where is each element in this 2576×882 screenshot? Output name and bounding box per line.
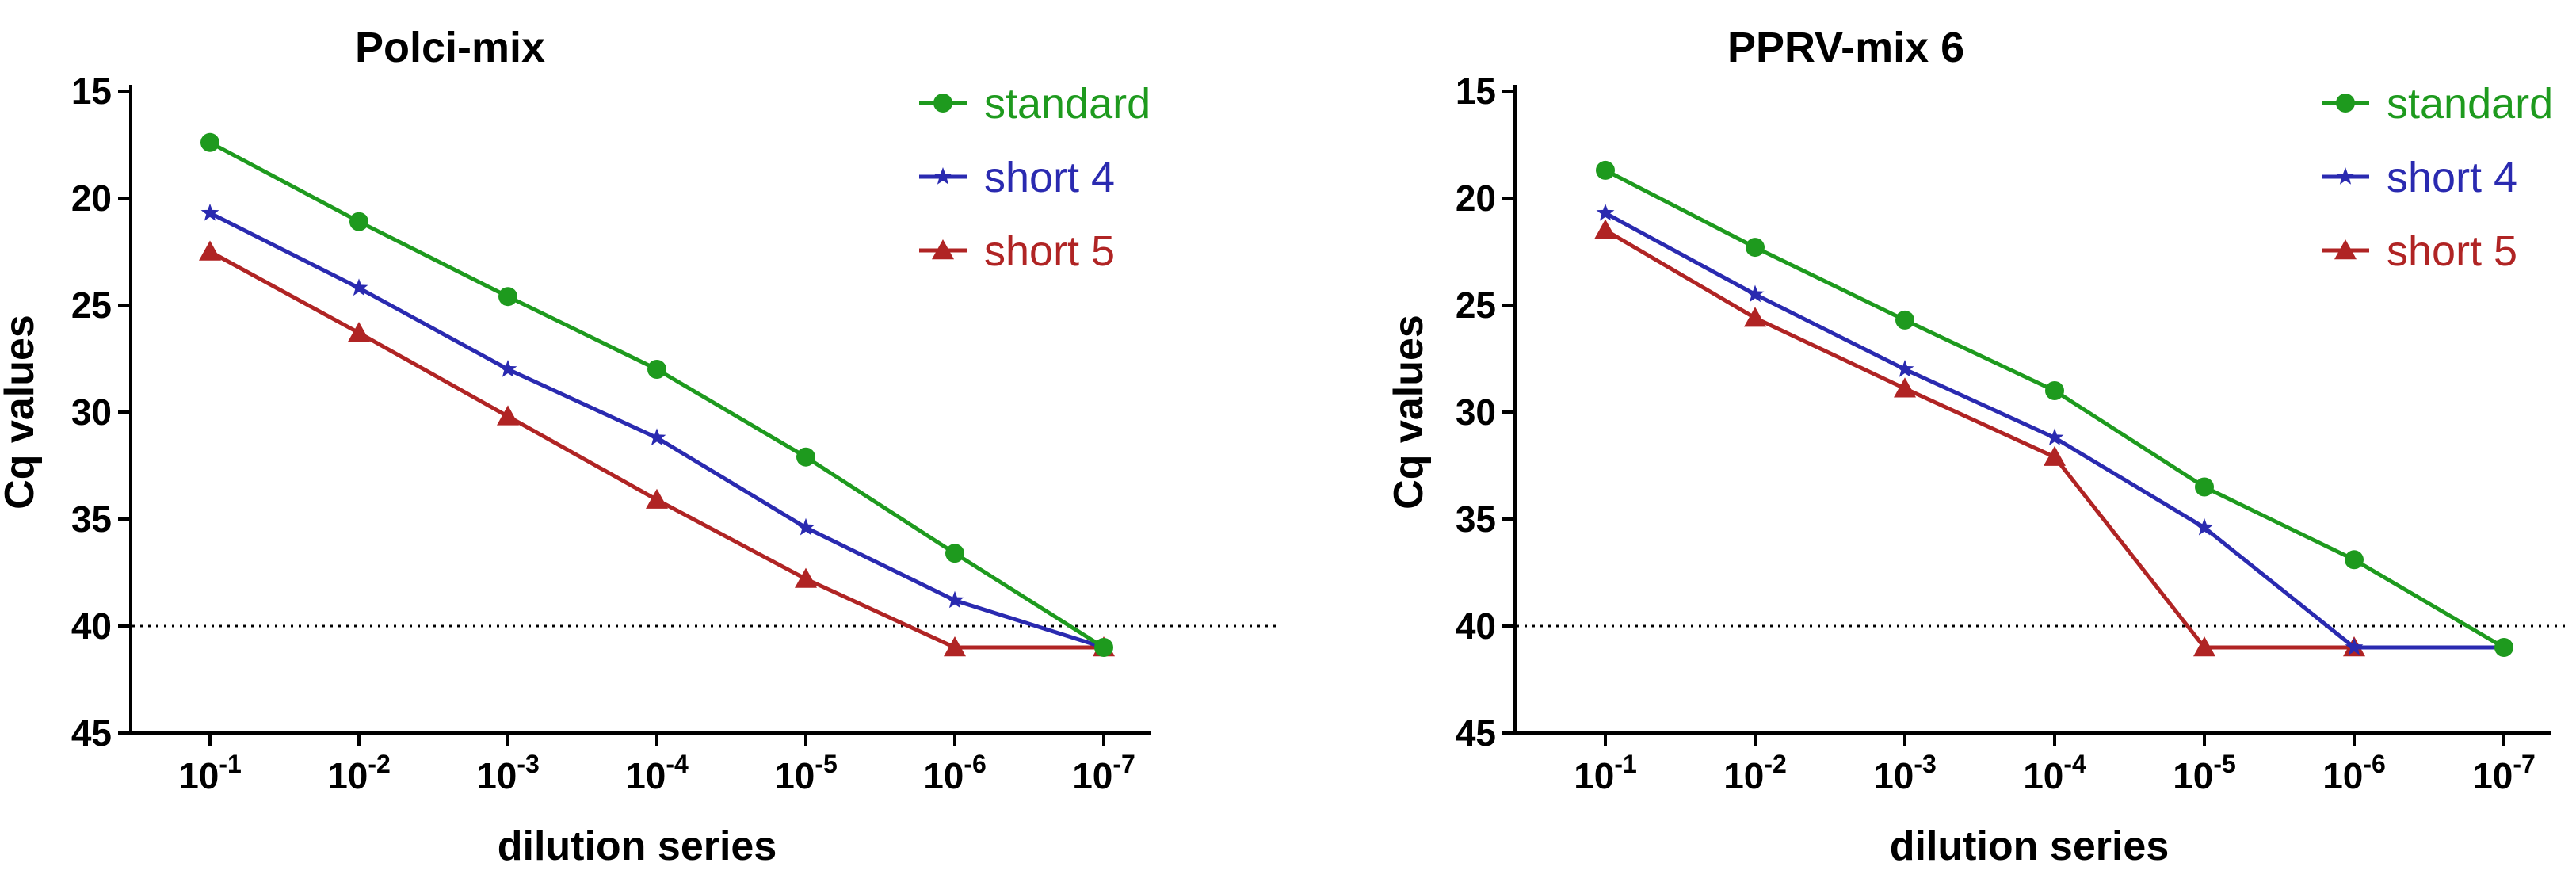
series-line-standard (1604, 168, 2505, 650)
y-axis-label: Cq values (1386, 315, 1432, 510)
marker-short-4-4 (2045, 428, 2064, 446)
legend-label-standard: standard (2387, 80, 2553, 128)
x-tick-label: 10-5 (2173, 750, 2236, 796)
y-tick-label: 45 (1456, 712, 1496, 754)
marker-standard-3 (1895, 310, 1914, 330)
legend-label-short-5: short 5 (984, 227, 1115, 275)
marker-short-4-2 (1746, 284, 1765, 303)
x-tick-label: 10-4 (625, 750, 689, 796)
marker-short-5-1 (1594, 219, 1616, 239)
marker-short-4-5 (796, 517, 815, 536)
y-tick-label: 45 (71, 712, 112, 754)
x-tick-label: 10-3 (476, 750, 540, 796)
x-tick-label: 10-7 (2472, 750, 2536, 796)
y-tick-label: 15 (1456, 71, 1496, 112)
series-line-short-5 (208, 250, 1104, 650)
marker-legend-standard-0 (2336, 94, 2355, 113)
marker-short-4-3 (1895, 360, 1914, 377)
x-tick-label: 10-7 (1072, 750, 1135, 796)
y-tick-label: 40 (71, 605, 112, 647)
marker-standard-4 (2045, 381, 2064, 400)
y-axis-label: Cq values (0, 315, 43, 510)
series-line-short-5 (1604, 228, 2354, 650)
marker-standard-1 (200, 132, 219, 152)
marker-standard-2 (349, 212, 368, 231)
marker-short-4-1 (1596, 203, 1615, 221)
marker-standard-1 (1596, 160, 1615, 180)
y-tick-label: 30 (71, 391, 112, 433)
legend-label-short-4: short 4 (2387, 154, 2517, 201)
marker-short-5-5 (795, 567, 817, 588)
marker-short-5-1 (199, 240, 221, 261)
x-axis-label: dilution series (498, 823, 777, 869)
marker-standard-5 (796, 447, 815, 467)
marker-short-5-3 (497, 405, 519, 426)
y-tick-label: 35 (1456, 498, 1496, 540)
marker-standard-4 (647, 360, 666, 379)
marker-standard-6 (2345, 550, 2364, 570)
x-tick-label: 10-3 (1873, 750, 1937, 796)
marker-short-5-3 (1894, 377, 1916, 398)
x-axis-label: dilution series (1890, 823, 2170, 869)
y-tick-label: 20 (1456, 178, 1496, 219)
marker-short-5-4 (2044, 445, 2066, 466)
marker-short-5-6 (944, 636, 966, 657)
marker-standard-7 (2494, 638, 2513, 657)
marker-short-4-6 (945, 590, 964, 609)
y-tick-label: 25 (71, 284, 112, 326)
x-tick-label: 10-2 (1723, 750, 1787, 796)
marker-short-4-3 (498, 360, 517, 377)
marker-short-5-2 (1744, 307, 1766, 327)
marker-legend-short-5-0 (932, 239, 954, 260)
legend-label-short-5: short 5 (2387, 227, 2517, 275)
marker-short-4-1 (200, 203, 219, 221)
marker-standard-2 (1746, 238, 1765, 258)
y-tick-label: 25 (1456, 284, 1496, 326)
x-tick-label: 10-6 (923, 750, 987, 796)
marker-legend-short-4-0 (2336, 167, 2355, 185)
marker-standard-6 (945, 544, 964, 563)
marker-short-5-5 (2193, 636, 2215, 657)
series-line-standard (208, 140, 1105, 650)
marker-short-4-4 (647, 428, 666, 446)
marker-legend-short-5-0 (2334, 239, 2357, 260)
chart-title: PPRV-mix 6 (1727, 24, 1964, 71)
marker-legend-short-4-0 (933, 167, 952, 185)
y-tick-label: 15 (71, 71, 112, 112)
x-tick-label: 10-4 (2023, 750, 2086, 796)
x-tick-label: 10-6 (2322, 750, 2386, 796)
legend-label-short-4: short 4 (984, 154, 1115, 201)
marker-standard-3 (498, 287, 517, 307)
marker-standard-5 (2195, 477, 2214, 497)
chart-title: Polci-mix (355, 24, 545, 71)
y-tick-label: 20 (71, 178, 112, 219)
marker-short-5-2 (348, 322, 370, 342)
x-tick-label: 10-5 (774, 750, 838, 796)
y-tick-label: 35 (71, 498, 112, 540)
marker-standard-7 (1094, 638, 1113, 657)
marker-short-4-6 (2345, 638, 2364, 655)
marker-short-4-5 (2195, 517, 2214, 536)
marker-legend-standard-0 (933, 94, 952, 113)
x-tick-label: 10-2 (327, 750, 391, 796)
x-tick-label: 10-1 (178, 750, 242, 796)
legend-label-standard: standard (984, 80, 1151, 128)
chart-pprv-mix-6: PPRV-mix 6 15 20 25 30 35 40 45 10-1 10-2 10-3 10-4… (1386, 24, 2567, 869)
y-tick-label: 40 (1456, 605, 1496, 647)
chart-polci-mix: Polci-mix 15 20 25 30 35 40 45 10-1 10-2 10-3 10-4 1… (0, 24, 1277, 869)
marker-short-4-2 (349, 278, 368, 296)
marker-short-5-4 (646, 488, 668, 509)
x-tick-label: 10-1 (1574, 750, 1637, 796)
y-tick-label: 30 (1456, 391, 1496, 433)
